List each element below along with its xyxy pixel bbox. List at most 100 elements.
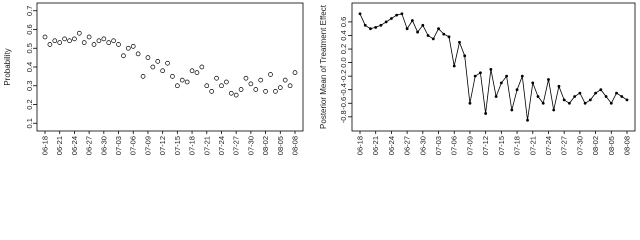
- data-point: [458, 40, 461, 44]
- x-tick-label: 06-24: [387, 136, 396, 155]
- x-tick-label: 06-24: [70, 136, 79, 155]
- x-tick-label: 06-18: [41, 136, 50, 155]
- data-point: [494, 95, 498, 98]
- x-tick-label: 07-15: [497, 136, 506, 155]
- data-point: [520, 74, 524, 78]
- data-point: [463, 54, 467, 58]
- data-point: [400, 12, 404, 16]
- plot-frame: [351, 2, 636, 132]
- data-point: [374, 25, 378, 29]
- x-tick-label: 07-15: [173, 136, 182, 155]
- data-point: [531, 81, 535, 85]
- x-tick-label: 07-06: [129, 136, 138, 155]
- data-point: [390, 17, 393, 20]
- y-tick-label: -0.6: [339, 97, 348, 110]
- data-point: [189, 68, 195, 74]
- y-tick-label: -0.2: [339, 70, 348, 83]
- data-point: [175, 83, 180, 89]
- data-point: [405, 27, 409, 31]
- y-tick-label: -0.8: [339, 110, 348, 123]
- data-point: [588, 98, 592, 102]
- y-tick-label: 0.2: [25, 99, 34, 109]
- data-point: [150, 64, 156, 70]
- y-tick-label: 0.6: [25, 24, 34, 34]
- data-point: [421, 23, 425, 27]
- x-tick-label: 08-05: [276, 136, 285, 155]
- data-line: [359, 13, 628, 121]
- data-point: [604, 95, 608, 98]
- data-point: [452, 64, 456, 68]
- y-axis-label: Probability: [3, 48, 12, 85]
- data-point: [442, 32, 446, 36]
- x-tick-label: 07-18: [188, 136, 197, 155]
- data-point: [184, 79, 190, 85]
- x-tick-label: 07-24: [217, 136, 226, 155]
- x-tick-label: 06-27: [403, 136, 412, 155]
- x-tick-label: 07-18: [513, 136, 522, 155]
- data-point: [170, 74, 175, 79]
- data-point: [358, 12, 362, 16]
- x-tick-label: 08-02: [261, 136, 270, 155]
- data-point: [489, 67, 493, 71]
- data-point: [42, 34, 48, 40]
- data-point: [155, 59, 161, 64]
- x-tick-label: 08-08: [623, 136, 632, 155]
- y-tick-label: 0.6: [339, 17, 348, 27]
- data-point: [484, 112, 488, 115]
- y-tick-label: 0.4: [339, 30, 348, 40]
- data-point: [81, 40, 87, 45]
- data-point: [510, 108, 514, 112]
- data-point: [106, 40, 112, 45]
- y-tick-label: 0.4: [25, 62, 34, 72]
- data-point: [111, 38, 116, 44]
- x-tick-label: 06-18: [356, 136, 365, 155]
- data-point: [625, 98, 629, 102]
- data-point: [72, 36, 77, 42]
- data-point: [395, 13, 399, 17]
- x-tick-label: 07-12: [481, 136, 490, 155]
- data-point: [583, 101, 587, 105]
- data-point: [224, 79, 229, 85]
- data-point: [410, 19, 414, 22]
- data-point: [140, 74, 146, 79]
- data-point: [594, 91, 597, 95]
- x-tick-label: 06-30: [99, 136, 108, 155]
- data-point: [547, 78, 550, 81]
- data-point: [91, 42, 97, 47]
- data-point: [282, 77, 288, 83]
- data-point: [273, 89, 278, 94]
- x-tick-label: 07-27: [232, 136, 241, 155]
- x-tick-label: 07-24: [544, 136, 553, 155]
- data-point: [292, 70, 298, 75]
- data-point: [473, 74, 477, 78]
- data-point: [578, 91, 582, 95]
- y-tick-label: 0.7: [25, 6, 34, 16]
- data-point: [52, 38, 58, 44]
- data-point: [263, 89, 268, 94]
- data-point: [76, 30, 82, 36]
- data-point: [599, 88, 603, 92]
- y-tick-label: 0.1: [25, 118, 34, 128]
- data-point: [562, 98, 566, 102]
- data-point: [209, 89, 215, 94]
- x-tick-label: 08-05: [607, 136, 616, 155]
- data-point: [526, 118, 529, 122]
- data-point: [96, 38, 102, 44]
- data-point: [130, 44, 136, 49]
- data-point: [379, 23, 383, 27]
- data-point: [238, 87, 244, 92]
- x-tick-label: 06-21: [371, 136, 380, 155]
- x-tick-label: 06-21: [55, 136, 64, 155]
- data-point: [447, 35, 451, 39]
- y-tick-label: 0.5: [25, 43, 34, 53]
- figure: Probability 0.1 0.2 0.3 0.4 0.5 0.6 0.7 06-18 06-…: [3, 2, 636, 155]
- data-point: [468, 101, 472, 105]
- data-point: [620, 95, 624, 98]
- data-point: [426, 34, 430, 37]
- data-point: [499, 81, 503, 85]
- data-point: [101, 36, 107, 42]
- x-tick-label: 08-08: [291, 136, 300, 155]
- data-point: [67, 38, 72, 44]
- data-point: [243, 75, 249, 81]
- x-tick-label: 07-21: [528, 136, 537, 155]
